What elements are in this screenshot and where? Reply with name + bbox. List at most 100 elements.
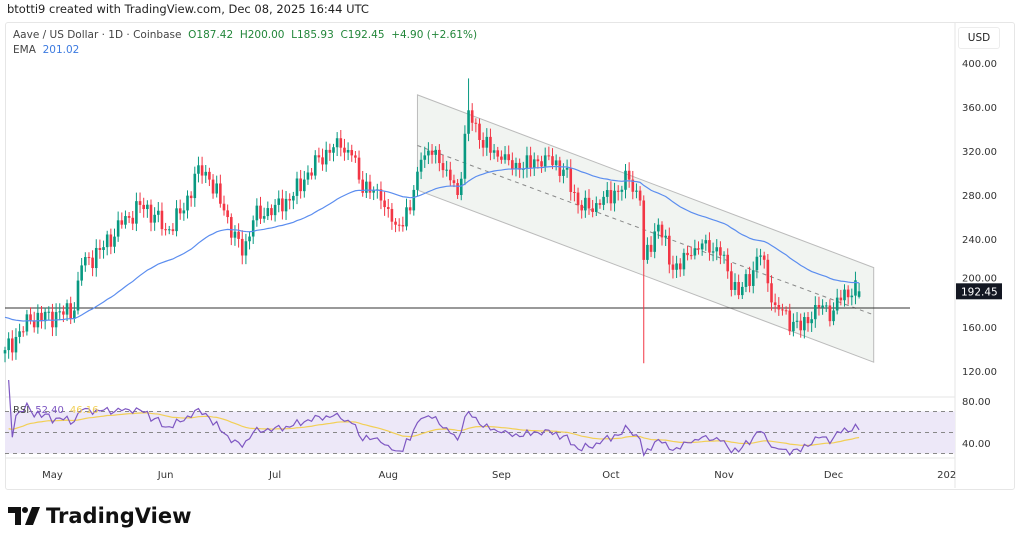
candle-body: [113, 236, 116, 247]
candle-body: [733, 282, 737, 290]
candle-body: [766, 259, 770, 284]
time-tick: Oct: [602, 470, 619, 481]
candle-body: [613, 190, 616, 204]
candle-body: [127, 216, 131, 218]
price-tick: 320.00: [962, 147, 997, 158]
ema-line: [4, 165, 860, 322]
candle-body: [91, 257, 94, 269]
candle-body: [160, 210, 164, 230]
channel-midline: [417, 145, 874, 316]
time-tick: Nov: [714, 470, 734, 481]
currency-button[interactable]: USD: [958, 27, 1000, 49]
candle-body: [605, 190, 609, 197]
candle-body: [65, 303, 69, 315]
candle-body: [459, 178, 463, 195]
candle-body: [485, 136, 489, 148]
candle-body: [660, 224, 664, 238]
tradingview-logo[interactable]: TradingView: [8, 504, 191, 528]
candle-body: [737, 282, 740, 296]
candle-body: [219, 183, 222, 204]
candle-body: [532, 159, 536, 168]
rsi-ma-value: 46.16: [70, 405, 99, 416]
candle-body: [186, 195, 189, 211]
time-tick: May: [42, 470, 63, 481]
candle-body: [686, 252, 689, 256]
candle-body: [759, 255, 762, 257]
candle-body: [573, 191, 576, 193]
candle-body: [576, 192, 580, 205]
candle-body: [602, 196, 605, 205]
candle-body: [569, 167, 573, 192]
candle-body: [361, 179, 364, 193]
candle-body: [346, 150, 350, 153]
candle-body: [584, 197, 587, 211]
candle-body: [29, 314, 32, 321]
candle-body: [281, 198, 284, 212]
candle-body: [146, 204, 149, 210]
rsi-line: [8, 379, 860, 458]
candle-body: [631, 179, 635, 192]
candle-body: [157, 210, 160, 215]
candle-body: [408, 207, 412, 211]
candle-body: [204, 171, 208, 176]
rsi-tick: 80.00: [962, 397, 991, 408]
candle-body: [211, 179, 215, 194]
candle-body: [821, 305, 824, 308]
candle-body: [730, 271, 733, 290]
candle-body: [69, 303, 72, 319]
candle-body: [518, 162, 521, 170]
candle-body: [416, 171, 419, 190]
candle-body: [73, 310, 76, 319]
close-value: C192.45: [340, 29, 385, 41]
ema-value: 201.02: [42, 44, 80, 56]
candle-body: [251, 220, 255, 237]
candle-body: [189, 195, 193, 199]
candle-body: [18, 331, 21, 337]
candle-body: [317, 155, 321, 158]
candle-body: [773, 302, 777, 305]
candle-body: [715, 247, 719, 252]
candle-body: [595, 203, 598, 212]
candle-body: [324, 149, 328, 165]
candle-body: [591, 208, 594, 212]
candle-body: [259, 205, 262, 219]
candle-body: [332, 147, 335, 153]
price-tick: 120.00: [962, 367, 997, 378]
candle-body: [14, 336, 18, 353]
candle-body: [295, 178, 299, 196]
candle-body: [708, 240, 711, 253]
candle-body: [175, 208, 178, 232]
candle-body: [777, 305, 781, 310]
candle-body: [726, 254, 729, 272]
candle-body: [449, 169, 452, 181]
candle-body: [273, 204, 277, 216]
rsi-label: RSI: [13, 405, 29, 416]
symbol-label: Aave / US Dollar · 1D · Coinbase: [13, 29, 182, 41]
candle-body: [372, 190, 375, 193]
candle-body: [689, 255, 693, 257]
candle-body: [357, 157, 361, 180]
candle-body: [266, 208, 270, 217]
candle-body: [722, 254, 726, 256]
candle-body: [762, 255, 766, 260]
candle-body: [36, 312, 40, 328]
candle-body: [306, 172, 310, 180]
candle-body: [339, 138, 343, 148]
candle-body: [25, 314, 29, 332]
candle-body: [208, 171, 211, 180]
candle-body: [627, 170, 631, 180]
candle-body: [678, 263, 682, 270]
candle-body: [138, 201, 142, 205]
candle-body: [540, 161, 543, 167]
candle-body: [51, 311, 54, 328]
candle-body: [405, 207, 408, 227]
candle-body: [671, 264, 675, 270]
candle-body: [328, 149, 332, 153]
tradingview-logo-icon: [8, 507, 40, 525]
chart-credit: btotti9 created with TradingView.com, De…: [7, 2, 369, 16]
candle-body: [149, 204, 153, 223]
candle-body: [463, 133, 467, 179]
candle-body: [3, 350, 7, 354]
candle-body: [835, 297, 839, 311]
